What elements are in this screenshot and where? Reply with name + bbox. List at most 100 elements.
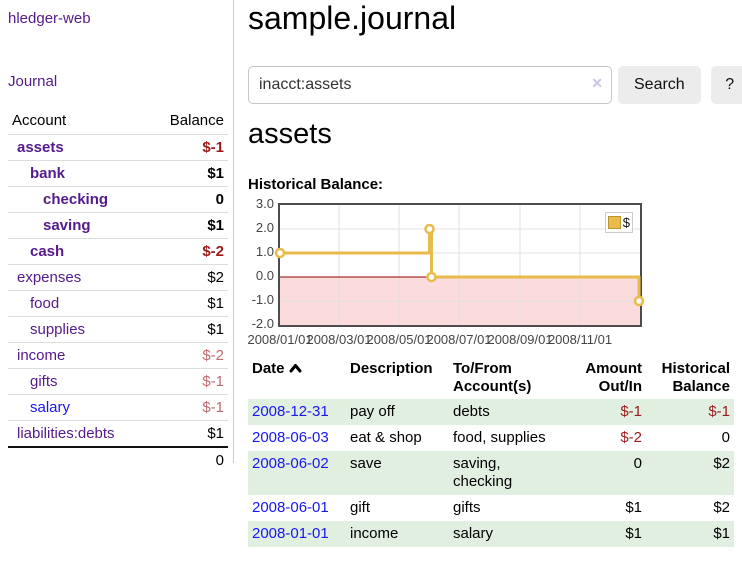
amount-column-header: Amount Out/In xyxy=(585,360,642,395)
transaction-date-link[interactable]: 2008-06-02 xyxy=(252,455,329,472)
description-column-header: Description xyxy=(350,360,433,377)
account-balance: $1 xyxy=(148,316,228,343)
chart-canvas xyxy=(274,205,645,325)
account-link-cash[interactable]: cash xyxy=(30,243,65,260)
transaction-balance: $2 xyxy=(713,499,730,516)
account-row: assets $-1 xyxy=(8,134,228,161)
chart-legend: $ xyxy=(604,212,633,233)
account-link-income[interactable]: income xyxy=(17,347,66,364)
transaction-balance: 0 xyxy=(721,429,730,446)
x-axis-tick: 2008/09/01 xyxy=(487,332,553,347)
historical-balance-chart: 3.0 2.0 1.0 0.0 -1.0 -2.0 $ 2008/01/01 2008/03… xyxy=(247,196,742,351)
account-row: bank $1 xyxy=(8,160,228,187)
clear-search-icon[interactable]: ✕ xyxy=(591,75,603,91)
y-axis-tick: 2.0 xyxy=(255,220,274,235)
transaction-balance: $-1 xyxy=(708,403,730,420)
account-link-salary[interactable]: salary xyxy=(30,399,71,416)
transaction-accounts: salary xyxy=(453,525,494,542)
transaction-date-link[interactable]: 2008-06-03 xyxy=(252,429,329,446)
account-balance: $1 xyxy=(148,420,228,447)
sidebar-divider xyxy=(233,0,234,463)
x-axis-tick: 2008/11/01 xyxy=(547,332,613,347)
account-link-checking[interactable]: checking xyxy=(43,191,109,208)
date-header-label: Date xyxy=(252,360,285,377)
account-column-header: Account xyxy=(12,112,67,129)
account-balance: $1 xyxy=(148,290,228,317)
register-row: 2008-06-02 save saving, checking 0 $2 xyxy=(248,451,734,495)
register-header-row: Date Description To/From Account(s) Amou… xyxy=(248,357,734,399)
chart-label: Historical Balance: xyxy=(248,176,384,193)
x-axis-tick: 2008/01/01 xyxy=(247,332,313,347)
x-axis-tick: 2008/05/01 xyxy=(366,332,432,347)
register-row: 2008-06-03 eat & shop food, supplies $-2… xyxy=(248,425,734,451)
account-link-supplies[interactable]: supplies xyxy=(30,321,86,338)
x-axis-labels: 2008/01/01 2008/03/01 2008/05/01 2008/07/01… xyxy=(247,332,640,348)
transaction-date-link[interactable]: 2008-12-31 xyxy=(252,403,329,420)
account-row: liabilities:debts $1 xyxy=(8,420,228,447)
account-balance: $-1 xyxy=(148,134,228,161)
search-input[interactable] xyxy=(248,66,612,104)
account-balance: $-2 xyxy=(148,342,228,369)
transaction-description: income xyxy=(350,525,399,542)
page-title: sample.journal xyxy=(248,0,457,36)
account-balance: $1 xyxy=(148,212,228,239)
account-balance-table: Account Balance assets $-1 bank $1 check… xyxy=(8,108,228,473)
transaction-amount: $1 xyxy=(625,525,642,542)
account-link-saving[interactable]: saving xyxy=(43,217,91,234)
account-table-header: Account Balance xyxy=(8,108,228,135)
transaction-register-table: Date Description To/From Account(s) Amou… xyxy=(248,357,734,547)
search-button[interactable]: Search xyxy=(618,66,701,104)
search-box: ✕ xyxy=(248,66,612,104)
legend-swatch xyxy=(607,216,621,229)
account-row: expenses $2 xyxy=(8,264,228,291)
account-balance: $1 xyxy=(148,160,228,187)
transaction-accounts: gifts xyxy=(453,499,481,516)
transaction-amount: 0 xyxy=(633,455,642,472)
account-row: checking 0 xyxy=(8,186,228,213)
account-row: salary $-1 xyxy=(8,394,228,421)
account-row: food $1 xyxy=(8,290,228,317)
help-button[interactable]: ? xyxy=(710,66,742,104)
register-row: 2008-06-01 gift gifts $1 $2 xyxy=(248,495,734,521)
sort-ascending-icon xyxy=(289,360,302,378)
plot-area: $ xyxy=(274,203,645,327)
transaction-description: gift xyxy=(350,499,371,516)
account-row: income $-2 xyxy=(8,342,228,369)
transaction-date-link[interactable]: 2008-01-01 xyxy=(252,525,329,542)
x-axis-tick: 2008/07/01 xyxy=(426,332,492,347)
transaction-balance: $1 xyxy=(713,525,730,542)
transaction-description: eat & shop xyxy=(350,429,422,446)
account-link-food[interactable]: food xyxy=(30,295,60,312)
y-axis-tick: 1.0 xyxy=(255,244,274,259)
y-axis-tick: -1.0 xyxy=(251,292,274,307)
account-link-bank[interactable]: bank xyxy=(30,165,66,182)
balance-column-header: Historical Balance xyxy=(661,360,730,395)
legend-label: $ xyxy=(622,215,630,230)
accounts-column-header: To/From Account(s) xyxy=(453,360,532,395)
transaction-date-link[interactable]: 2008-06-01 xyxy=(252,499,329,516)
transaction-amount: $-1 xyxy=(620,403,642,420)
account-row: gifts $-1 xyxy=(8,368,228,395)
date-column-header[interactable]: Date xyxy=(248,357,346,399)
account-link-gifts[interactable]: gifts xyxy=(30,373,58,390)
account-row: saving $1 xyxy=(8,212,228,239)
transaction-description: pay off xyxy=(350,403,395,420)
transaction-accounts: debts xyxy=(453,403,490,420)
transaction-amount: $1 xyxy=(625,499,642,516)
app-title-link[interactable]: hledger-web xyxy=(8,10,91,27)
account-balance: $-1 xyxy=(148,368,228,395)
account-balance: 0 xyxy=(148,186,228,213)
account-link-assets[interactable]: assets xyxy=(17,139,64,156)
account-link-liabilities-debts[interactable]: liabilities:debts xyxy=(17,425,115,442)
transaction-description: save xyxy=(350,455,382,472)
account-row: supplies $1 xyxy=(8,316,228,343)
sidebar-item-journal[interactable]: Journal xyxy=(8,73,58,90)
account-row: cash $-2 xyxy=(8,238,228,265)
transaction-accounts: saving, checking xyxy=(453,455,513,490)
transaction-balance: $2 xyxy=(713,455,730,472)
account-total-value: 0 xyxy=(148,446,228,473)
search-bar: ✕ Search ? xyxy=(248,66,742,104)
account-link-expenses[interactable]: expenses xyxy=(17,269,82,286)
account-balance: $2 xyxy=(148,264,228,291)
transaction-accounts: food, supplies xyxy=(453,429,546,446)
